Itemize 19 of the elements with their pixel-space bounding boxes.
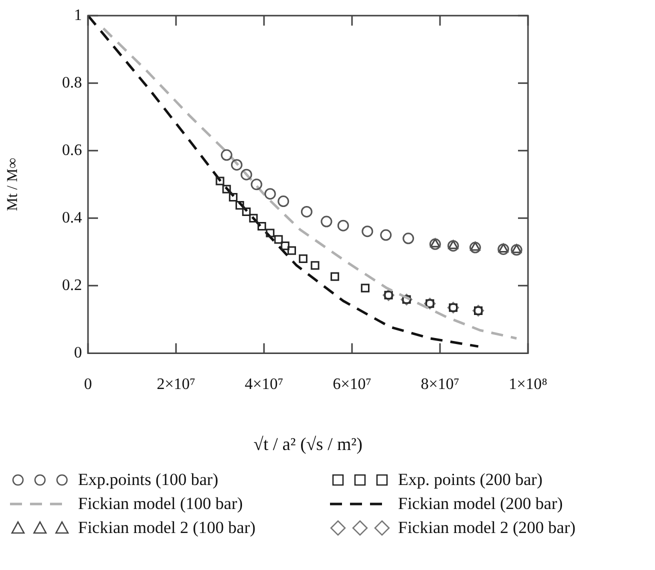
x-tick-label: 4×10⁷ — [244, 376, 284, 394]
legend-label: Fickian model 2 (100 bar) — [78, 518, 256, 538]
x-tick-label: 6×10⁷ — [332, 376, 372, 394]
x-tick-label: 8×10⁷ — [420, 376, 460, 394]
x-axis-title: √t / a² (√s / m²) — [253, 434, 363, 454]
y-tick-label: 0.4 — [62, 209, 82, 226]
legend-label: Fickian model (100 bar) — [78, 494, 243, 514]
legend-label: Exp.points (100 bar) — [78, 470, 218, 490]
x-tick-label: 2×10⁷ — [156, 376, 196, 394]
y-tick-label: 0.2 — [62, 276, 82, 294]
legend-label: Exp. points (200 bar) — [398, 470, 542, 490]
y-axis-title: Mt / M∞ — [4, 157, 21, 211]
legend-label: Fickian model (200 bar) — [398, 494, 563, 514]
y-tick-label: 1 — [74, 6, 82, 24]
y-tick-label: 0.8 — [62, 74, 82, 92]
y-tick-label: 0.6 — [62, 142, 82, 159]
legend-label: Fickian model 2 (200 bar) — [398, 518, 576, 538]
y-tick-label: 0 — [74, 344, 82, 362]
x-tick-label: 1×10⁸ — [508, 376, 548, 394]
